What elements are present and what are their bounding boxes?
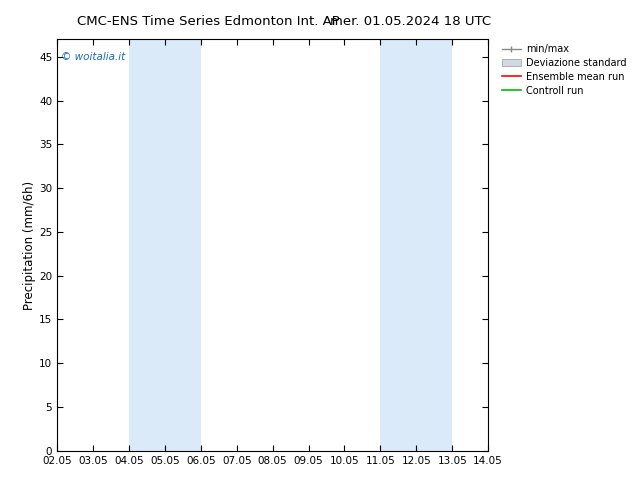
Text: CMC-ENS Time Series Edmonton Int. AP: CMC-ENS Time Series Edmonton Int. AP [77,15,339,28]
Legend: min/max, Deviazione standard, Ensemble mean run, Controll run: min/max, Deviazione standard, Ensemble m… [501,44,626,96]
Y-axis label: Precipitation (mm/6h): Precipitation (mm/6h) [23,180,36,310]
Text: mer. 01.05.2024 18 UTC: mer. 01.05.2024 18 UTC [330,15,491,28]
Text: © woitalia.it: © woitalia.it [61,51,126,62]
Bar [380,39,452,451]
Bar [129,39,201,451]
